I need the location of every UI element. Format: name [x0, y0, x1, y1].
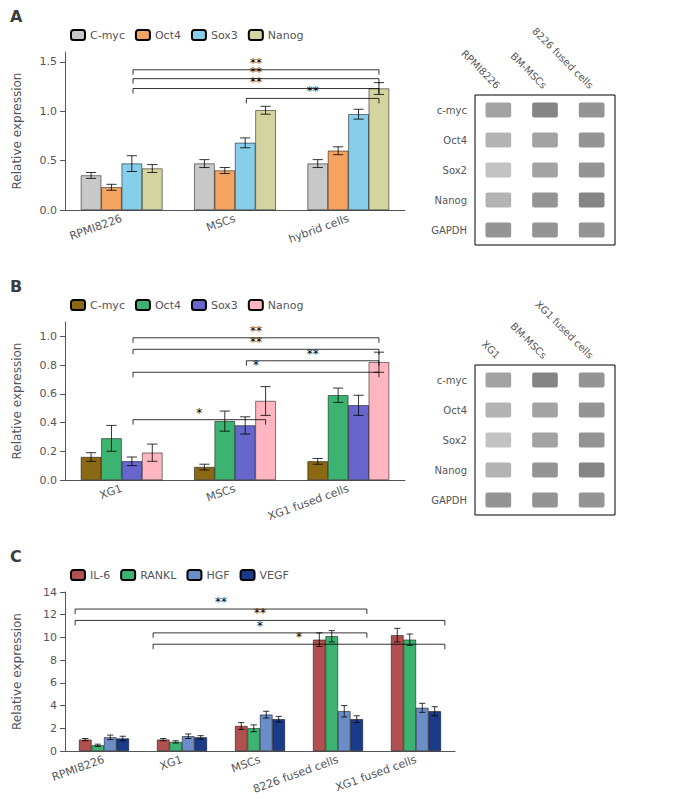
svg-text:1.0: 1.0 [40, 105, 58, 118]
svg-text:MSCs: MSCs [205, 482, 238, 505]
svg-text:Nanog: Nanog [435, 465, 467, 476]
svg-text:**: ** [307, 347, 319, 361]
svg-text:Nanog: Nanog [268, 29, 304, 42]
svg-text:0.0: 0.0 [40, 204, 58, 217]
svg-text:Sox2: Sox2 [443, 165, 467, 176]
svg-text:c-myc: c-myc [437, 105, 467, 116]
svg-text:**: ** [215, 595, 227, 609]
svg-text:**: ** [307, 84, 319, 98]
svg-text:0.0: 0.0 [40, 474, 58, 487]
svg-text:8: 8 [50, 654, 57, 667]
svg-text:RPMI8226: RPMI8226 [68, 212, 124, 243]
svg-text:HGF: HGF [206, 569, 229, 582]
svg-text:2: 2 [50, 722, 57, 735]
svg-text:1.5: 1.5 [40, 55, 58, 68]
svg-text:c-myc: c-myc [437, 375, 467, 386]
svg-text:C: C [10, 547, 22, 566]
svg-text:Nanog: Nanog [268, 299, 304, 312]
svg-text:6: 6 [50, 676, 57, 689]
svg-text:0.6: 0.6 [40, 387, 58, 400]
svg-text:C-myc: C-myc [90, 299, 125, 312]
svg-text:*: * [253, 358, 259, 372]
svg-text:Relative expression: Relative expression [10, 613, 24, 730]
svg-text:RPMI8226: RPMI8226 [50, 753, 106, 784]
svg-text:0.8: 0.8 [40, 359, 58, 372]
svg-text:Nanog: Nanog [435, 195, 467, 206]
svg-text:XG1 fused cells: XG1 fused cells [334, 753, 419, 794]
svg-text:*: * [257, 619, 263, 633]
svg-text:C-myc: C-myc [90, 29, 125, 42]
svg-text:BM-MSCs: BM-MSCs [508, 320, 548, 360]
svg-text:8226 fused cells: 8226 fused cells [251, 753, 340, 796]
svg-text:12: 12 [43, 608, 57, 621]
svg-text:IL-6: IL-6 [90, 569, 110, 582]
svg-text:10: 10 [43, 631, 57, 644]
svg-text:*: * [196, 406, 202, 420]
svg-text:MSCs: MSCs [205, 212, 238, 235]
svg-text:**: ** [250, 75, 262, 89]
svg-text:*: * [296, 630, 302, 644]
svg-text:B: B [10, 277, 22, 296]
svg-text:A: A [10, 7, 23, 26]
svg-text:8226 fused cells: 8226 fused cells [530, 25, 596, 91]
svg-text:0.2: 0.2 [40, 445, 58, 458]
svg-text:XG1: XG1 [98, 482, 124, 502]
svg-text:4: 4 [50, 699, 57, 712]
svg-text:14: 14 [43, 586, 57, 599]
svg-text:BM-MSCs: BM-MSCs [508, 50, 548, 90]
svg-text:Sox2: Sox2 [443, 435, 467, 446]
svg-text:XG1: XG1 [158, 753, 184, 773]
svg-text:XG1 fused cells: XG1 fused cells [266, 482, 351, 523]
svg-text:Oct4: Oct4 [443, 135, 467, 146]
svg-text:1.0: 1.0 [40, 330, 58, 343]
svg-text:Sox3: Sox3 [211, 29, 238, 42]
svg-text:XG1: XG1 [480, 338, 503, 361]
svg-text:Oct4: Oct4 [155, 299, 181, 312]
svg-text:Oct4: Oct4 [443, 405, 467, 416]
svg-text:GAPDH: GAPDH [431, 225, 467, 236]
svg-text:0.5: 0.5 [40, 154, 58, 167]
svg-text:MSCs: MSCs [230, 753, 263, 776]
svg-text:RPMI8226: RPMI8226 [459, 48, 502, 91]
svg-text:Sox3: Sox3 [211, 299, 238, 312]
svg-text:Relative expression: Relative expression [10, 343, 24, 460]
svg-text:0.4: 0.4 [40, 416, 58, 429]
svg-text:**: ** [250, 335, 262, 349]
svg-text:0: 0 [50, 745, 57, 758]
svg-text:VEGF: VEGF [260, 569, 289, 582]
svg-text:Relative expression: Relative expression [10, 73, 24, 190]
svg-text:RANKL: RANKL [140, 569, 177, 582]
svg-text:GAPDH: GAPDH [431, 495, 467, 506]
svg-text:XG1 fused cells: XG1 fused cells [533, 299, 595, 361]
svg-text:Oct4: Oct4 [155, 29, 181, 42]
svg-text:hybrid cells: hybrid cells [287, 212, 351, 246]
